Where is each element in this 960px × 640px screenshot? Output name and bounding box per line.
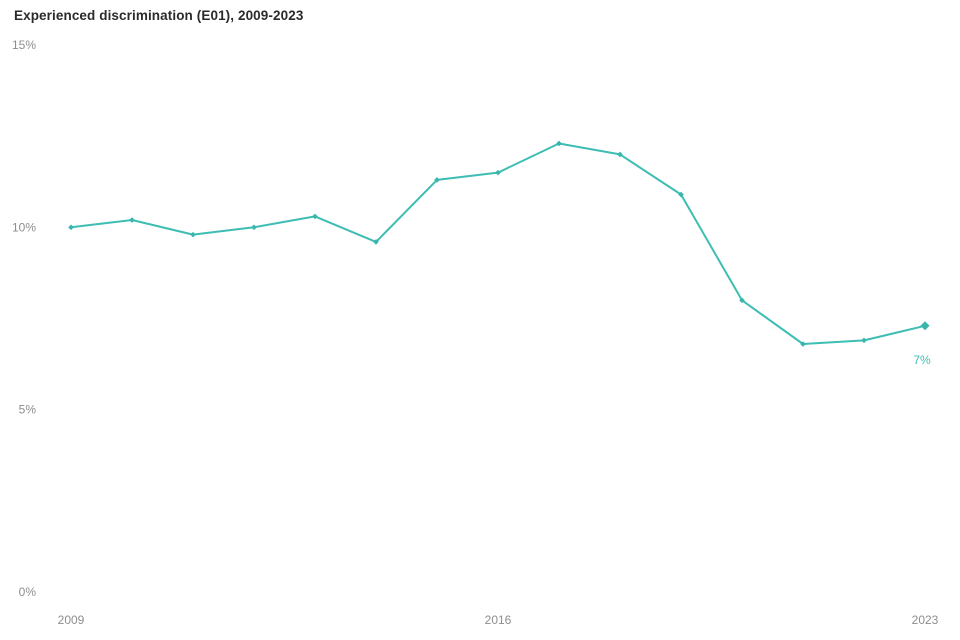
data-point-marker[interactable]	[617, 151, 623, 158]
x-axis-tick-label: 2009	[58, 613, 85, 627]
y-axis-tick-label: 10%	[12, 220, 36, 234]
data-point-marker[interactable]	[251, 224, 257, 231]
data-point-marker[interactable]	[920, 321, 930, 331]
data-point-marker[interactable]	[861, 337, 867, 344]
x-axis-tick-label: 2016	[485, 613, 512, 627]
data-point-marker[interactable]	[556, 140, 562, 147]
data-point-marker[interactable]	[312, 213, 318, 220]
y-axis-tick-label: 5%	[19, 403, 37, 417]
data-point-marker[interactable]	[739, 297, 745, 304]
data-point-marker[interactable]	[800, 341, 806, 347]
data-point-marker[interactable]	[495, 169, 501, 176]
data-point-marker[interactable]	[68, 224, 74, 231]
y-axis-tick-label: 15%	[12, 38, 36, 52]
data-point-marker[interactable]	[434, 177, 440, 183]
data-point-marker[interactable]	[678, 191, 684, 198]
y-axis-tick-label: 0%	[19, 585, 37, 599]
data-point-marker[interactable]	[129, 217, 135, 223]
x-axis-tick-label: 2023	[912, 613, 939, 627]
point-value-label: 7%	[913, 353, 931, 367]
data-point-marker[interactable]	[190, 231, 196, 238]
chart-title: Experienced discrimination (E01), 2009-2…	[14, 8, 304, 23]
data-point-marker[interactable]	[373, 239, 379, 245]
